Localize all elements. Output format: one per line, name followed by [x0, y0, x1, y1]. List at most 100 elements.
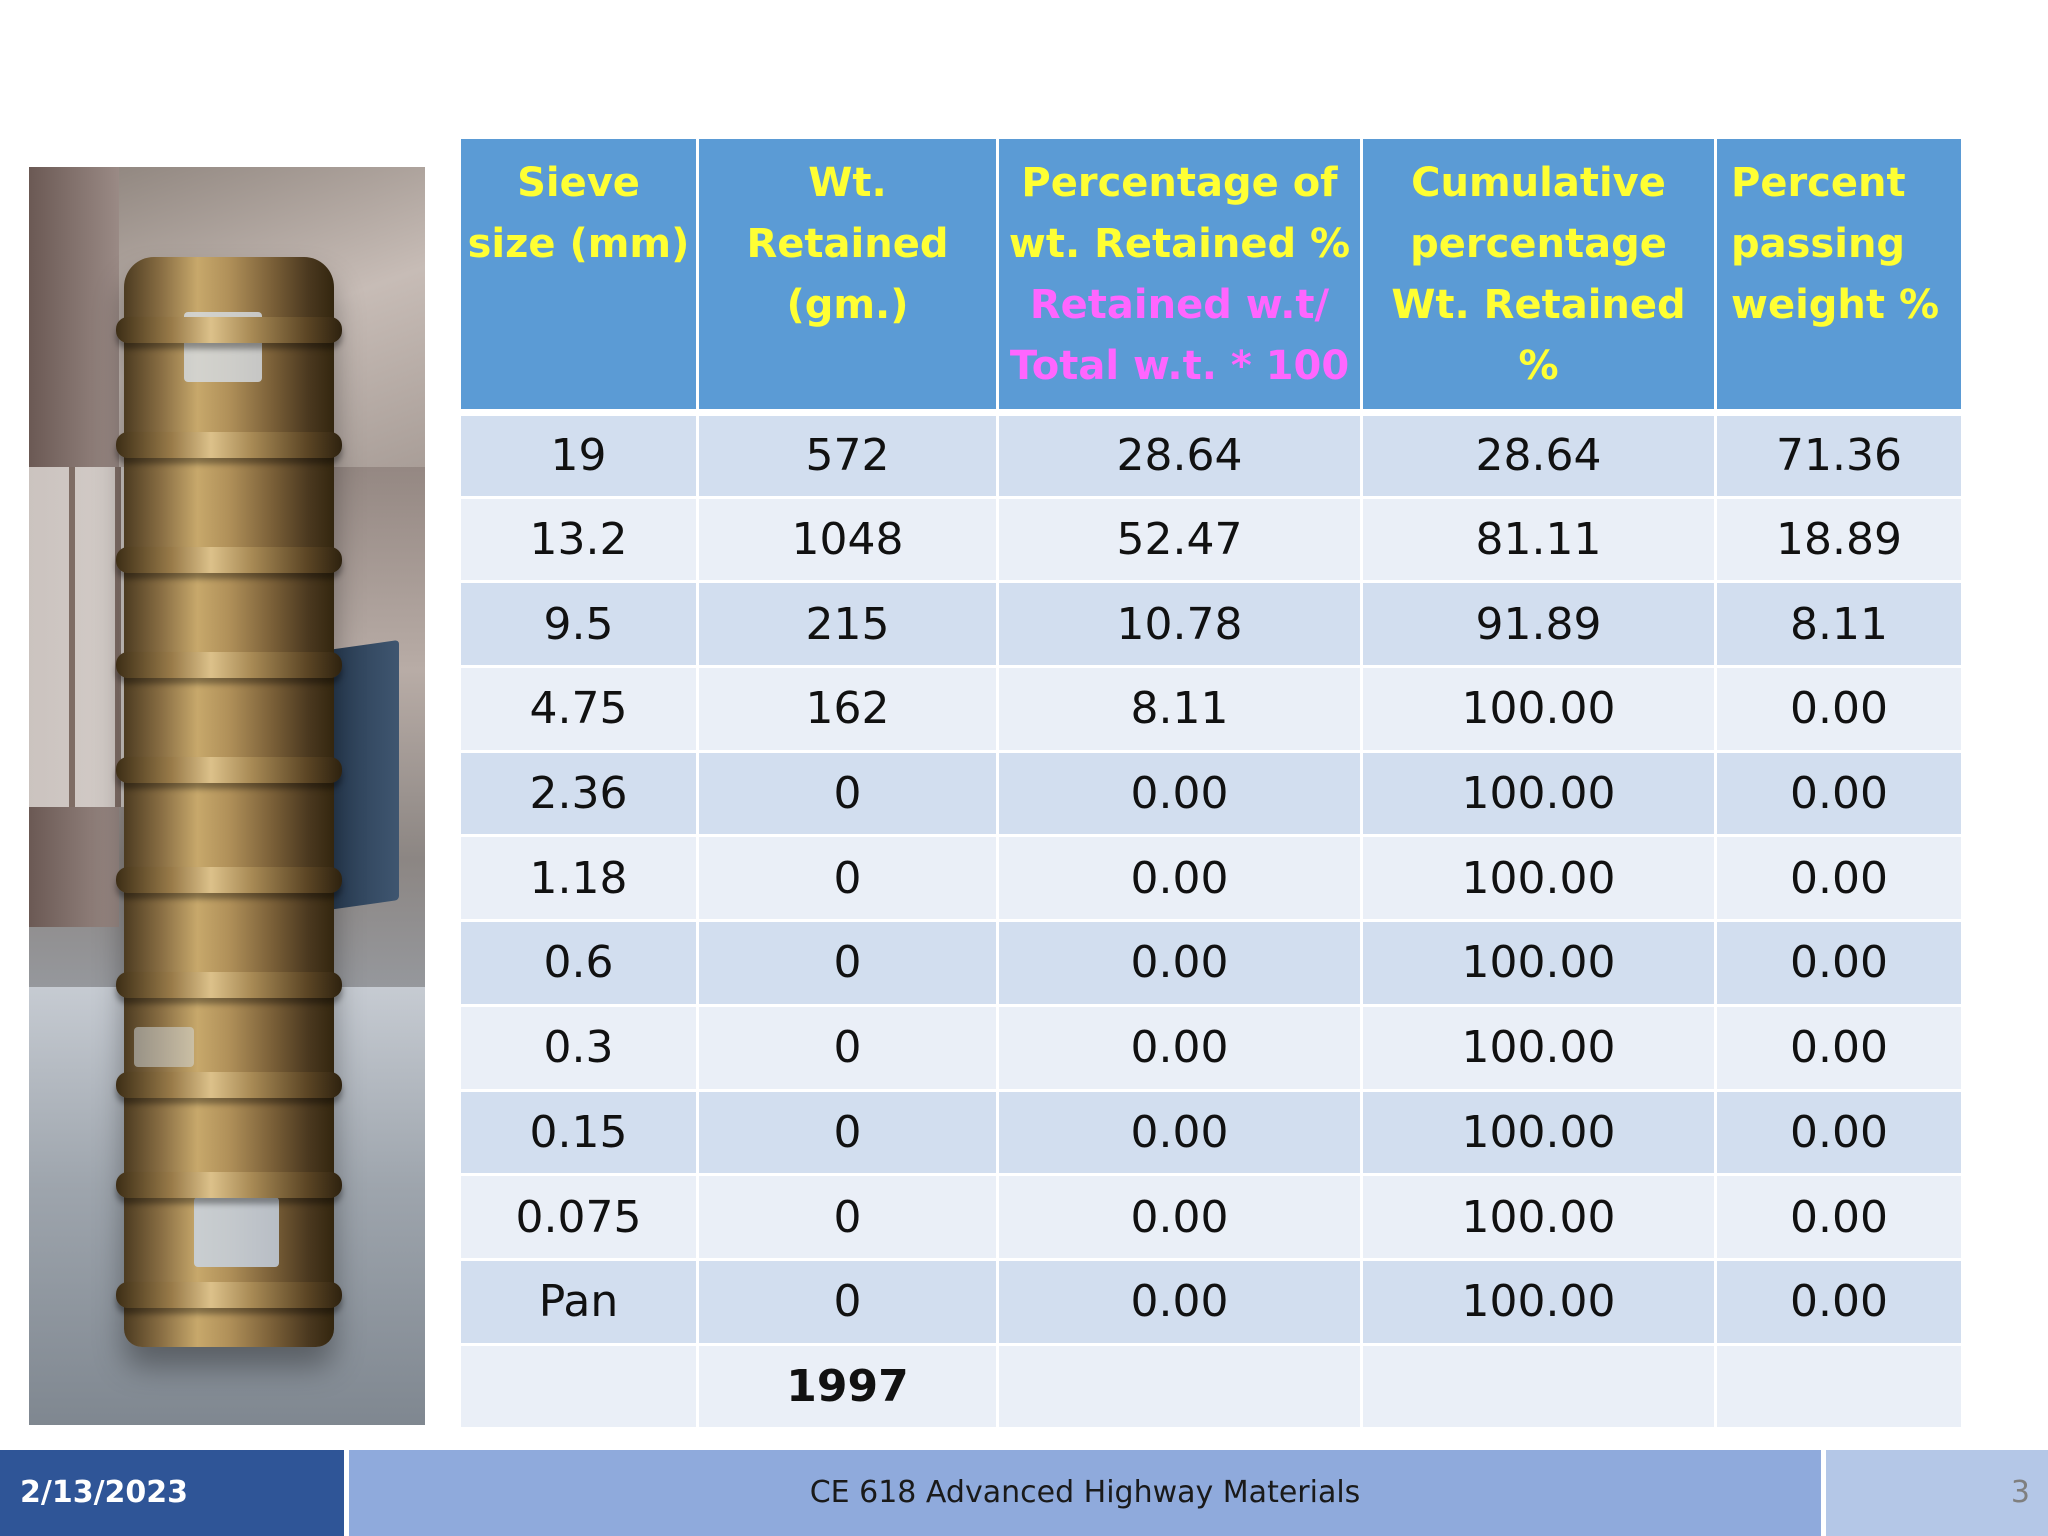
- empty-cell: [1714, 1342, 1964, 1431]
- cell-cumulative: 100.00: [1360, 749, 1717, 838]
- sieve-analysis-table: Sieve size (mm) Wt. Retained (gm.) Perce…: [458, 136, 1964, 1431]
- table-row: 19 572 28.64 28.64 71.36: [458, 409, 1964, 499]
- total-weight: 1997: [696, 1342, 999, 1431]
- cell-cumulative: 100.00: [1360, 1088, 1717, 1177]
- cell-sieve-size: Pan: [458, 1257, 699, 1346]
- cell-cumulative: 100.00: [1360, 834, 1717, 923]
- cell-percent-passing: 0.00: [1714, 1173, 1964, 1261]
- footer-date: 2/13/2023: [0, 1450, 344, 1536]
- sieve-ring: [116, 652, 342, 678]
- cell-wt-retained: 1048: [696, 495, 999, 584]
- cell-sieve-size: 4.75: [458, 665, 699, 753]
- table-row: 0.15 0 0.00 100.00 0.00: [458, 1088, 1964, 1177]
- sieve-ring: [116, 432, 342, 458]
- table-row: 9.5 215 10.78 91.89 8.11: [458, 580, 1964, 669]
- cell-sieve-size: 0.075: [458, 1173, 699, 1261]
- empty-cell: [1360, 1342, 1717, 1431]
- sieve-ring: [116, 1282, 342, 1308]
- cell-wt-retained: 0: [696, 1257, 999, 1346]
- cell-cumulative: 81.11: [1360, 495, 1717, 584]
- sieve-ring: [116, 972, 342, 998]
- sieve-ring: [116, 547, 342, 573]
- cell-percent-passing: 0.00: [1714, 1257, 1964, 1346]
- cell-sieve-size: 0.15: [458, 1088, 699, 1177]
- cell-sieve-size: 0.3: [458, 1003, 699, 1092]
- cell-sieve-size: 2.36: [458, 749, 699, 838]
- slide-footer: 2/13/2023 CE 618 Advanced Highway Materi…: [0, 1450, 2048, 1536]
- cell-sieve-size: 0.6: [458, 919, 699, 1007]
- cell-pct-retained: 0.00: [996, 1173, 1363, 1261]
- cell-cumulative: 100.00: [1360, 1173, 1717, 1261]
- header-sieve-size: Sieve size (mm): [458, 136, 699, 414]
- cell-wt-retained: 572: [696, 409, 999, 499]
- cell-percent-passing: 0.00: [1714, 919, 1964, 1007]
- table-row: 4.75 162 8.11 100.00 0.00: [458, 665, 1964, 753]
- sieve-label: [194, 1197, 279, 1267]
- cell-pct-retained: 52.47: [996, 495, 1363, 584]
- cell-pct-retained: 0.00: [996, 1257, 1363, 1346]
- cell-pct-retained: 0.00: [996, 749, 1363, 838]
- cell-cumulative: 28.64: [1360, 409, 1717, 499]
- empty-cell: [458, 1342, 699, 1431]
- cell-wt-retained: 0: [696, 1088, 999, 1177]
- cell-pct-retained: 0.00: [996, 834, 1363, 923]
- cell-pct-retained: 0.00: [996, 1088, 1363, 1177]
- sieve-ring: [116, 1172, 342, 1198]
- sieve-ring: [116, 867, 342, 893]
- cell-wt-retained: 215: [696, 580, 999, 669]
- footer-course-title: CE 618 Advanced Highway Materials: [349, 1450, 1821, 1536]
- cell-cumulative: 91.89: [1360, 580, 1717, 669]
- cell-pct-retained: 8.11: [996, 665, 1363, 753]
- table-row: 0.075 0 0.00 100.00 0.00: [458, 1173, 1964, 1261]
- cell-pct-retained: 28.64: [996, 409, 1363, 499]
- cell-sieve-size: 13.2: [458, 495, 699, 584]
- table-row: Pan 0 0.00 100.00 0.00: [458, 1257, 1964, 1346]
- cell-cumulative: 100.00: [1360, 665, 1717, 753]
- cell-cumulative: 100.00: [1360, 1003, 1717, 1092]
- cell-cumulative: 100.00: [1360, 1257, 1717, 1346]
- cell-percent-passing: 0.00: [1714, 1088, 1964, 1177]
- sieve-ring: [116, 317, 342, 343]
- cell-pct-retained: 10.78: [996, 580, 1363, 669]
- header-cumulative: Cumulative percentage Wt. Retained %: [1360, 136, 1717, 414]
- cell-percent-passing: 0.00: [1714, 834, 1964, 923]
- table-total-row: 1997: [458, 1342, 1964, 1431]
- cell-wt-retained: 0: [696, 749, 999, 838]
- table-row: 0.3 0 0.00 100.00 0.00: [458, 1003, 1964, 1092]
- cell-pct-retained: 0.00: [996, 1003, 1363, 1092]
- table-header-row: Sieve size (mm) Wt. Retained (gm.) Perce…: [458, 136, 1964, 414]
- cell-percent-passing: 18.89: [1714, 495, 1964, 584]
- header-wt-retained: Wt. Retained (gm.): [696, 136, 999, 414]
- cell-percent-passing: 0.00: [1714, 749, 1964, 838]
- cell-wt-retained: 162: [696, 665, 999, 753]
- cell-pct-retained: 0.00: [996, 919, 1363, 1007]
- cell-percent-passing: 0.00: [1714, 665, 1964, 753]
- cell-wt-retained: 0: [696, 919, 999, 1007]
- empty-cell: [996, 1342, 1363, 1431]
- sieve-ring: [116, 1072, 342, 1098]
- table-row: 13.2 1048 52.47 81.11 18.89: [458, 495, 1964, 584]
- header-pct-retained: Percentage of wt. Retained % Retained w.…: [996, 136, 1363, 414]
- cell-sieve-size: 1.18: [458, 834, 699, 923]
- table-row: 2.36 0 0.00 100.00 0.00: [458, 749, 1964, 838]
- cell-sieve-size: 9.5: [458, 580, 699, 669]
- cell-wt-retained: 0: [696, 1173, 999, 1261]
- header-pct-retained-label: Percentage of wt. Retained %: [1008, 160, 1351, 267]
- sieve-label: [134, 1027, 194, 1067]
- cell-percent-passing: 71.36: [1714, 409, 1964, 499]
- cell-sieve-size: 19: [458, 409, 699, 499]
- sieve-stack: [116, 257, 342, 1347]
- table-row: 0.6 0 0.00 100.00 0.00: [458, 919, 1964, 1007]
- cell-percent-passing: 8.11: [1714, 580, 1964, 669]
- sieve-stack-photo: [29, 167, 425, 1425]
- table-row: 1.18 0 0.00 100.00 0.00: [458, 834, 1964, 923]
- cell-percent-passing: 0.00: [1714, 1003, 1964, 1092]
- header-pct-retained-formula: Retained w.t/ Total w.t. * 100: [1009, 282, 1350, 389]
- header-percent-passing: Percent passing weight %: [1714, 136, 1964, 414]
- photo-window: [29, 467, 139, 807]
- cell-cumulative: 100.00: [1360, 919, 1717, 1007]
- footer-page-number: 3: [1826, 1450, 2048, 1536]
- cell-wt-retained: 0: [696, 834, 999, 923]
- sieve-ring: [116, 757, 342, 783]
- cell-wt-retained: 0: [696, 1003, 999, 1092]
